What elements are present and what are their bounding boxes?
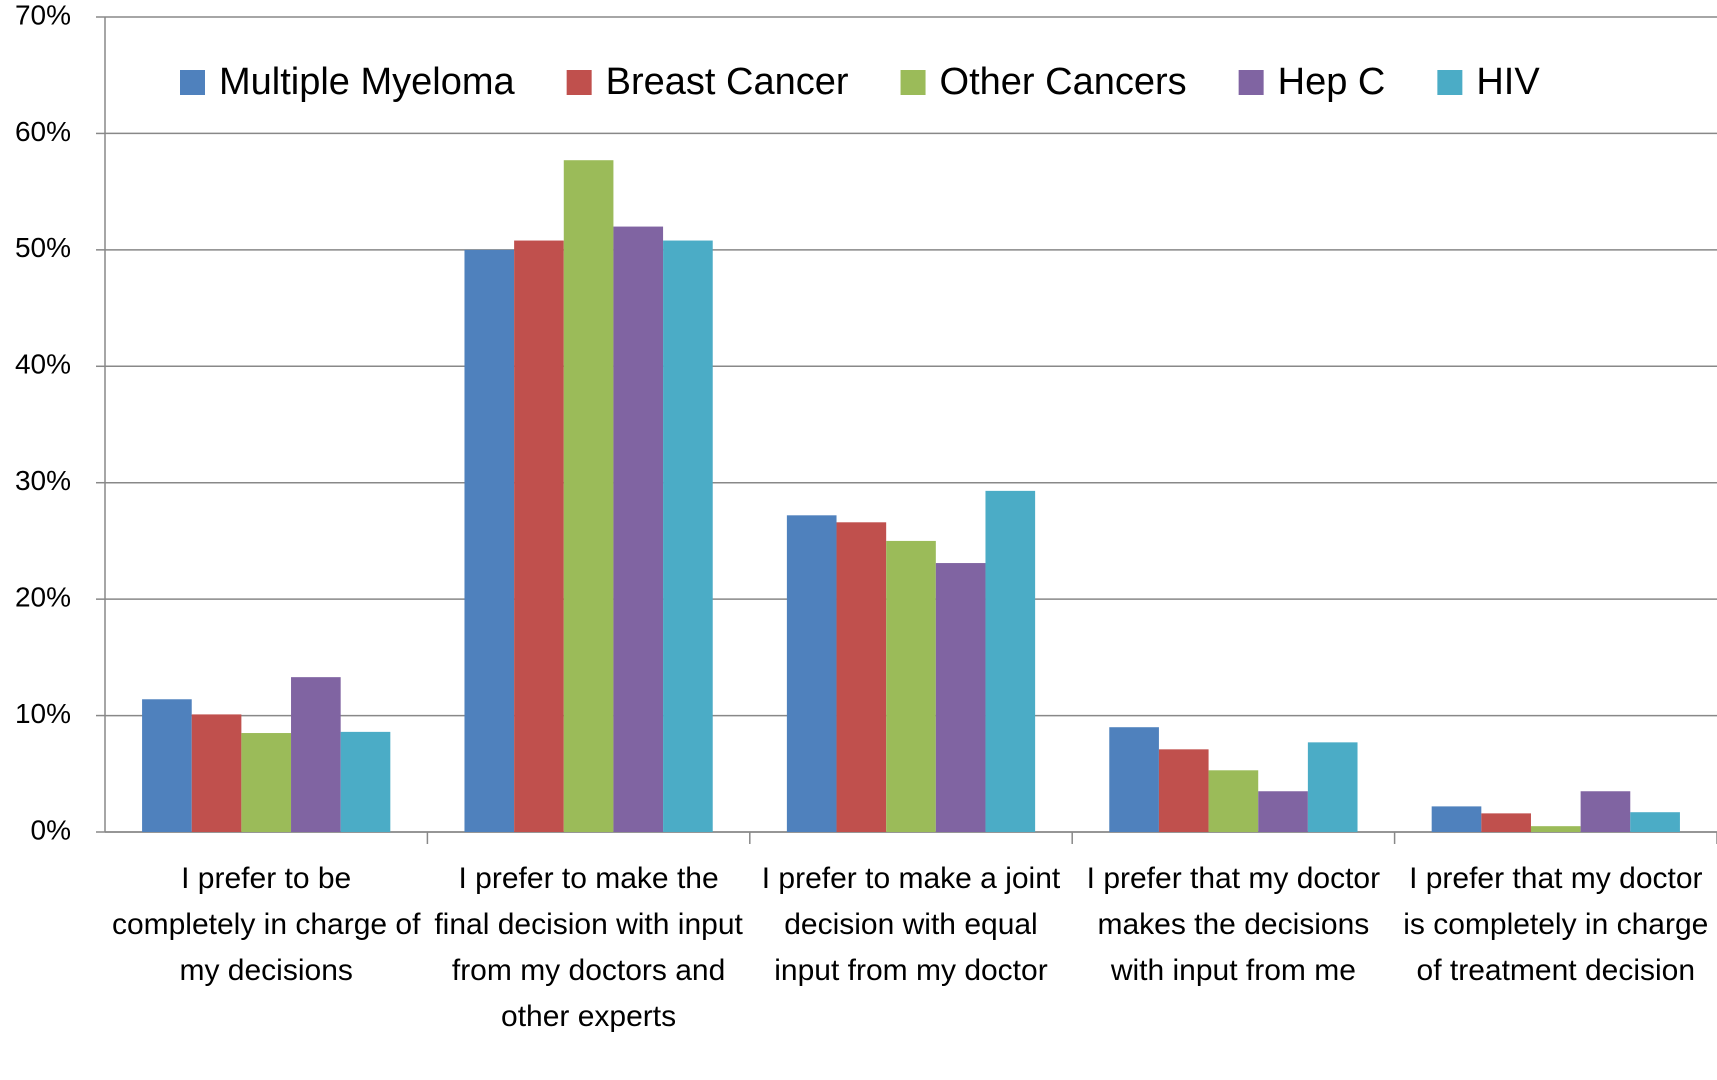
legend-label: HIV	[1476, 61, 1540, 103]
bar	[935, 563, 986, 832]
y-tick-label: 20%	[15, 582, 71, 613]
legend-swatch	[180, 70, 205, 95]
bar	[514, 240, 564, 833]
bar	[340, 731, 391, 832]
y-tick-label: 40%	[15, 349, 71, 380]
bar	[1307, 742, 1358, 832]
x-tick-label: I prefer that my doctor makes the decisi…	[1086, 862, 1381, 987]
legend-swatch	[900, 70, 926, 95]
y-tick-label: 70%	[15, 0, 71, 30]
bar	[886, 540, 936, 832]
bar	[1580, 791, 1631, 832]
legend-label: Breast Cancer	[606, 61, 849, 103]
bar	[241, 733, 292, 832]
bar	[291, 677, 341, 832]
x-tick-label: I prefer to make a joint decision with e…	[761, 862, 1061, 987]
y-tick-label: 50%	[15, 232, 71, 263]
bar	[836, 522, 887, 832]
bar	[563, 160, 614, 832]
bar	[1431, 806, 1482, 832]
bar	[1158, 749, 1209, 832]
bar	[1630, 812, 1680, 832]
bar	[142, 699, 192, 832]
y-tick-label: 10%	[15, 698, 71, 729]
x-tick-label: I prefer to be completely in charge of m…	[111, 862, 421, 987]
legend-swatch	[1437, 70, 1463, 95]
y-tick-label: 60%	[15, 116, 71, 147]
legend-label: Other Cancers	[940, 61, 1187, 103]
x-tick-label: I prefer to make the final decision with…	[434, 862, 743, 1033]
bar	[1109, 727, 1159, 832]
legend-label: Hep C	[1278, 61, 1386, 103]
bar	[1481, 813, 1531, 832]
bar	[464, 249, 515, 832]
bar	[663, 240, 713, 833]
bar	[191, 714, 242, 832]
bar	[786, 515, 837, 832]
legend-swatch	[1238, 70, 1264, 95]
bar	[1530, 826, 1581, 832]
y-tick-label: 30%	[15, 465, 71, 496]
bar	[1258, 791, 1308, 832]
x-tick-label: I prefer that my doctor is completely in…	[1403, 862, 1709, 987]
bar	[613, 226, 664, 833]
y-tick-label: 0%	[31, 814, 71, 845]
legend-swatch	[566, 70, 592, 95]
bar	[985, 490, 1036, 832]
bar	[1208, 770, 1259, 832]
legend-label: Multiple Myeloma	[219, 61, 516, 103]
